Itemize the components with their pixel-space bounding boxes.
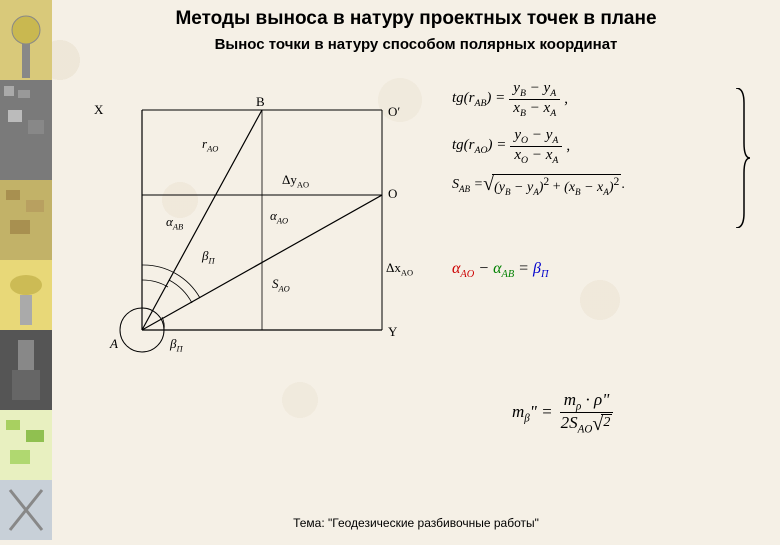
content: Методы выноса в натуру проектных точек в… <box>52 0 780 540</box>
formula-error: mβ" = mρ · ρ" 2SAO2 <box>512 390 620 444</box>
lbl-A: A <box>110 336 118 352</box>
lbl-rAO: rAO <box>202 136 218 154</box>
lbl-dxAO: ΔxAO <box>386 260 413 278</box>
formula-rAB: tg(rAB) = yB − yA xB − xA , <box>452 80 762 119</box>
page-subtitle: Вынос точки в натуру способом полярных к… <box>52 36 780 53</box>
sidebar-strip <box>0 0 52 540</box>
lbl-Y: Y <box>388 324 397 340</box>
lbl-dyAO: ΔyAO <box>282 172 309 190</box>
term-aAO: αAO <box>452 260 474 277</box>
formula-SAB: SAB = (yB − yA)2 + (xB − xA)2 . <box>452 174 762 196</box>
term-aAB: αAB <box>493 260 514 277</box>
lbl-aAO: αAO <box>270 208 288 226</box>
formula-block: tg(rAB) = yB − yA xB − xA , tg(rAO) = yO… <box>452 80 762 204</box>
brace-icon <box>732 88 750 228</box>
lbl-SAO: SAO <box>272 276 290 294</box>
lbl-X: X <box>94 102 103 118</box>
lbl-Oprime: O′ <box>388 104 400 120</box>
lbl-bP: βП <box>202 248 215 266</box>
polar-diagram: X B O′ O A Y rAO ΔyAO ΔxAO αAB αAO βП SA… <box>92 80 402 380</box>
term-bP: βП <box>533 260 548 277</box>
lbl-O: O <box>388 186 397 202</box>
formula-color: αAO − αAB = βП <box>452 260 548 280</box>
sidebar-collage <box>0 0 52 540</box>
lbl-aAB: αAB <box>166 214 183 232</box>
page-title: Методы выноса в натуру проектных точек в… <box>52 8 780 30</box>
lbl-B: B <box>256 94 265 110</box>
lbl-bP2: βП <box>170 336 183 354</box>
diagram-svg <box>92 80 402 380</box>
formula-rAO: tg(rAO) = yO − yA xO − xA , <box>452 127 762 166</box>
footer: Тема: "Геодезические разбивочные работы" <box>52 516 780 530</box>
